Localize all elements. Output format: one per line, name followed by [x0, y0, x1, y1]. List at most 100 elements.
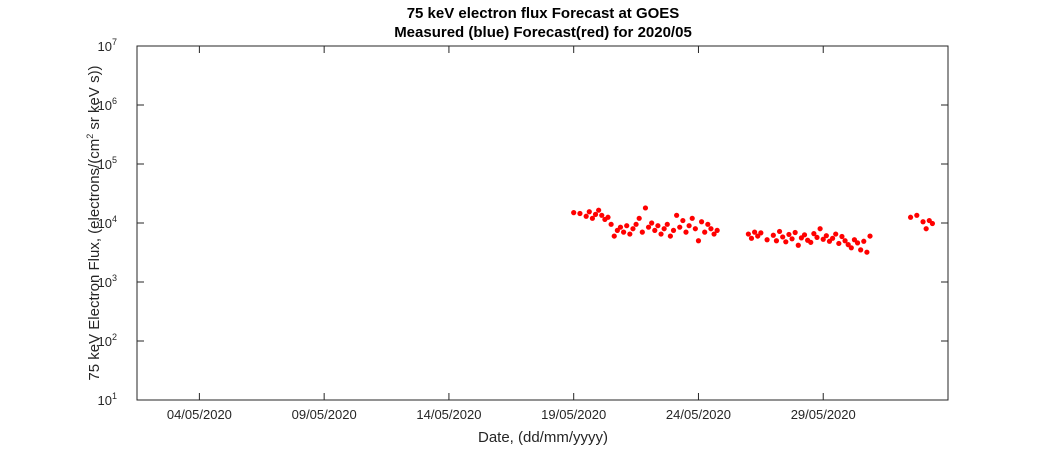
data-point: [714, 227, 720, 233]
data-point: [667, 233, 673, 239]
x-tick-label: 19/05/2020: [541, 407, 606, 422]
data-point: [854, 240, 861, 246]
data-point: [770, 232, 776, 238]
data-point: [836, 240, 842, 247]
data-point: [617, 224, 624, 230]
data-point: [639, 229, 645, 235]
data-point: [867, 233, 873, 239]
data-point: [614, 227, 620, 233]
data-point: [833, 231, 839, 237]
data-point: [608, 221, 614, 227]
plot-area: [136, 45, 949, 401]
y-tick-exponent: 2: [112, 332, 117, 342]
data-point: [677, 224, 683, 230]
data-point: [808, 239, 814, 245]
y-tick-base: 10: [98, 334, 112, 349]
data-point: [624, 223, 630, 229]
data-point: [661, 226, 667, 232]
data-point: [583, 213, 589, 219]
data-point: [764, 237, 770, 243]
data-point: [702, 229, 708, 235]
data-point: [783, 239, 789, 245]
data-point: [752, 229, 758, 235]
data-point: [695, 238, 702, 244]
data-point: [845, 242, 851, 248]
x-tick-label: 04/05/2020: [167, 407, 232, 422]
data-point: [811, 231, 817, 237]
data-point: [820, 236, 826, 242]
data-point: [705, 221, 711, 227]
y-tick-label: 103: [98, 273, 117, 290]
x-axis-label: Date, (dd/mm/yyyy): [478, 429, 608, 446]
data-point: [755, 233, 761, 239]
x-tick-label: 14/05/2020: [416, 407, 481, 422]
y-tick-base: 10: [98, 275, 112, 290]
data-point: [708, 226, 714, 232]
y-tick-label: 106: [98, 96, 117, 113]
data-point: [577, 210, 583, 217]
data-point: [645, 224, 652, 230]
data-point: [586, 209, 592, 215]
data-point: [636, 215, 642, 221]
data-point: [786, 231, 792, 238]
data-point: [814, 234, 820, 241]
data-point: [801, 232, 808, 238]
x-tick-label: 09/05/2020: [292, 407, 357, 422]
data-point: [674, 212, 680, 218]
y-axis-label-suffix: sr keV s)): [86, 65, 103, 133]
y-axis-label-prefix: 75 keV Electron Flux, (electrons/(cm: [86, 139, 103, 381]
chart-subtitle: Measured (blue) Forecast(red) for 2020/0…: [394, 24, 692, 41]
data-point: [929, 220, 936, 227]
data-point: [907, 214, 914, 220]
data-point: [861, 238, 867, 244]
y-tick-label: 104: [98, 214, 117, 231]
data-point: [664, 221, 670, 227]
y-tick-base: 10: [98, 39, 112, 54]
chart-title: 75 keV electron flux Forecast at GOES: [407, 5, 680, 22]
y-axis-label-superscript: 2: [85, 134, 95, 139]
y-tick-exponent: 1: [112, 391, 117, 401]
data-point: [686, 223, 692, 229]
data-point: [780, 234, 786, 240]
data-point: [773, 238, 780, 244]
data-point: [817, 226, 823, 232]
x-tick-label: 29/05/2020: [791, 407, 856, 422]
data-point: [795, 242, 801, 248]
y-tick-exponent: 4: [112, 214, 117, 224]
data-point: [829, 235, 836, 241]
y-tick-exponent: 3: [112, 273, 117, 283]
y-tick-label: 101: [98, 391, 117, 408]
data-point: [858, 247, 864, 253]
data-point: [792, 229, 798, 236]
data-point: [592, 211, 599, 217]
data-point: [670, 227, 677, 233]
y-tick-label: 102: [98, 332, 117, 349]
data-series: [571, 205, 936, 255]
data-point: [611, 233, 617, 239]
data-point: [842, 238, 848, 244]
data-point: [745, 231, 751, 237]
y-tick-exponent: 5: [112, 155, 117, 165]
y-tick-exponent: 6: [112, 96, 117, 106]
data-point: [599, 212, 605, 218]
data-point: [649, 220, 655, 226]
data-point: [748, 235, 755, 241]
y-tick-base: 10: [98, 157, 112, 172]
data-point: [627, 231, 633, 237]
data-point: [776, 228, 783, 235]
y-axis-label: 75 keV Electron Flux, (electrons/(cm2 sr…: [85, 65, 103, 380]
y-tick-base: 10: [98, 216, 112, 231]
x-tick-label: 24/05/2020: [666, 407, 731, 422]
data-point: [621, 229, 627, 235]
y-tick-exponent: 7: [112, 37, 117, 47]
data-point: [652, 227, 658, 233]
data-point: [823, 233, 829, 239]
data-point: [630, 226, 636, 232]
data-point: [848, 245, 854, 251]
x-axis: 04/05/2020 09/05/2020 14/05/2020 19/05/2020…: [167, 46, 856, 422]
data-point: [692, 226, 698, 232]
y-tick-base: 10: [98, 98, 112, 113]
data-point: [633, 221, 639, 227]
